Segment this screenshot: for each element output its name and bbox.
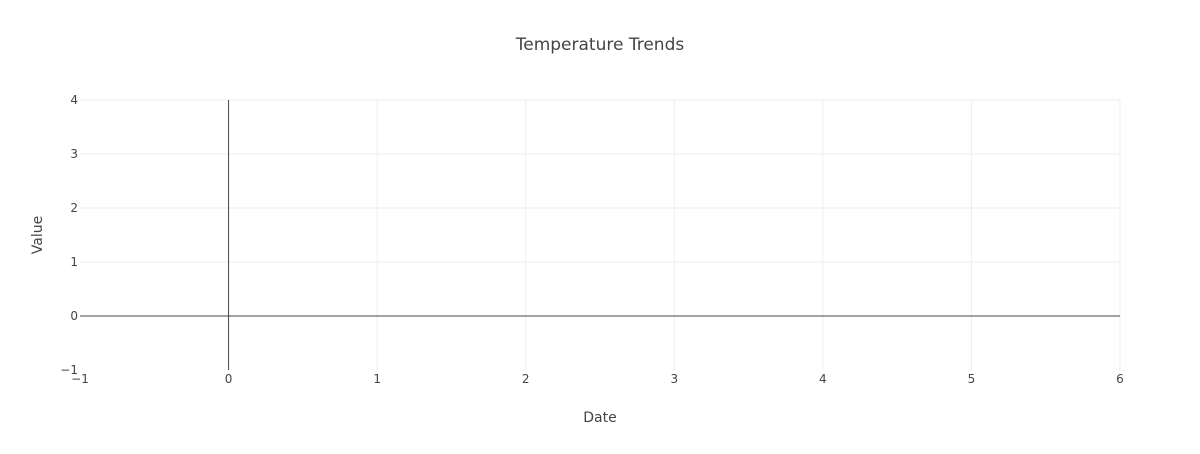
y-tick-label: 2 [70, 201, 78, 215]
y-tick-labels: −1 0 1 2 3 4 [60, 93, 78, 377]
x-tick-label: −1 [71, 372, 89, 386]
grid-layer [80, 99, 1121, 370]
x-tick-label: 2 [522, 372, 530, 386]
x-tick-label: 4 [819, 372, 827, 386]
y-axis-title: Value [30, 216, 46, 254]
y-tick-label: 1 [70, 255, 78, 269]
y-tick-label: 0 [70, 309, 78, 323]
x-axis-title: Date [583, 410, 616, 426]
x-tick-label: 5 [968, 372, 976, 386]
x-tick-label: 6 [1116, 372, 1124, 386]
y-tick-label: 3 [70, 147, 78, 161]
zero-line-layer [80, 100, 1120, 370]
chart-title: Temperature Trends [515, 35, 685, 55]
x-tick-label: 3 [670, 372, 678, 386]
x-tick-labels: −1 0 1 2 3 4 5 6 [71, 372, 1124, 386]
y-tick-label: 4 [70, 93, 78, 107]
x-tick-label: 1 [373, 372, 381, 386]
x-tick-label: 0 [225, 372, 233, 386]
y-tick-label: −1 [60, 363, 78, 377]
